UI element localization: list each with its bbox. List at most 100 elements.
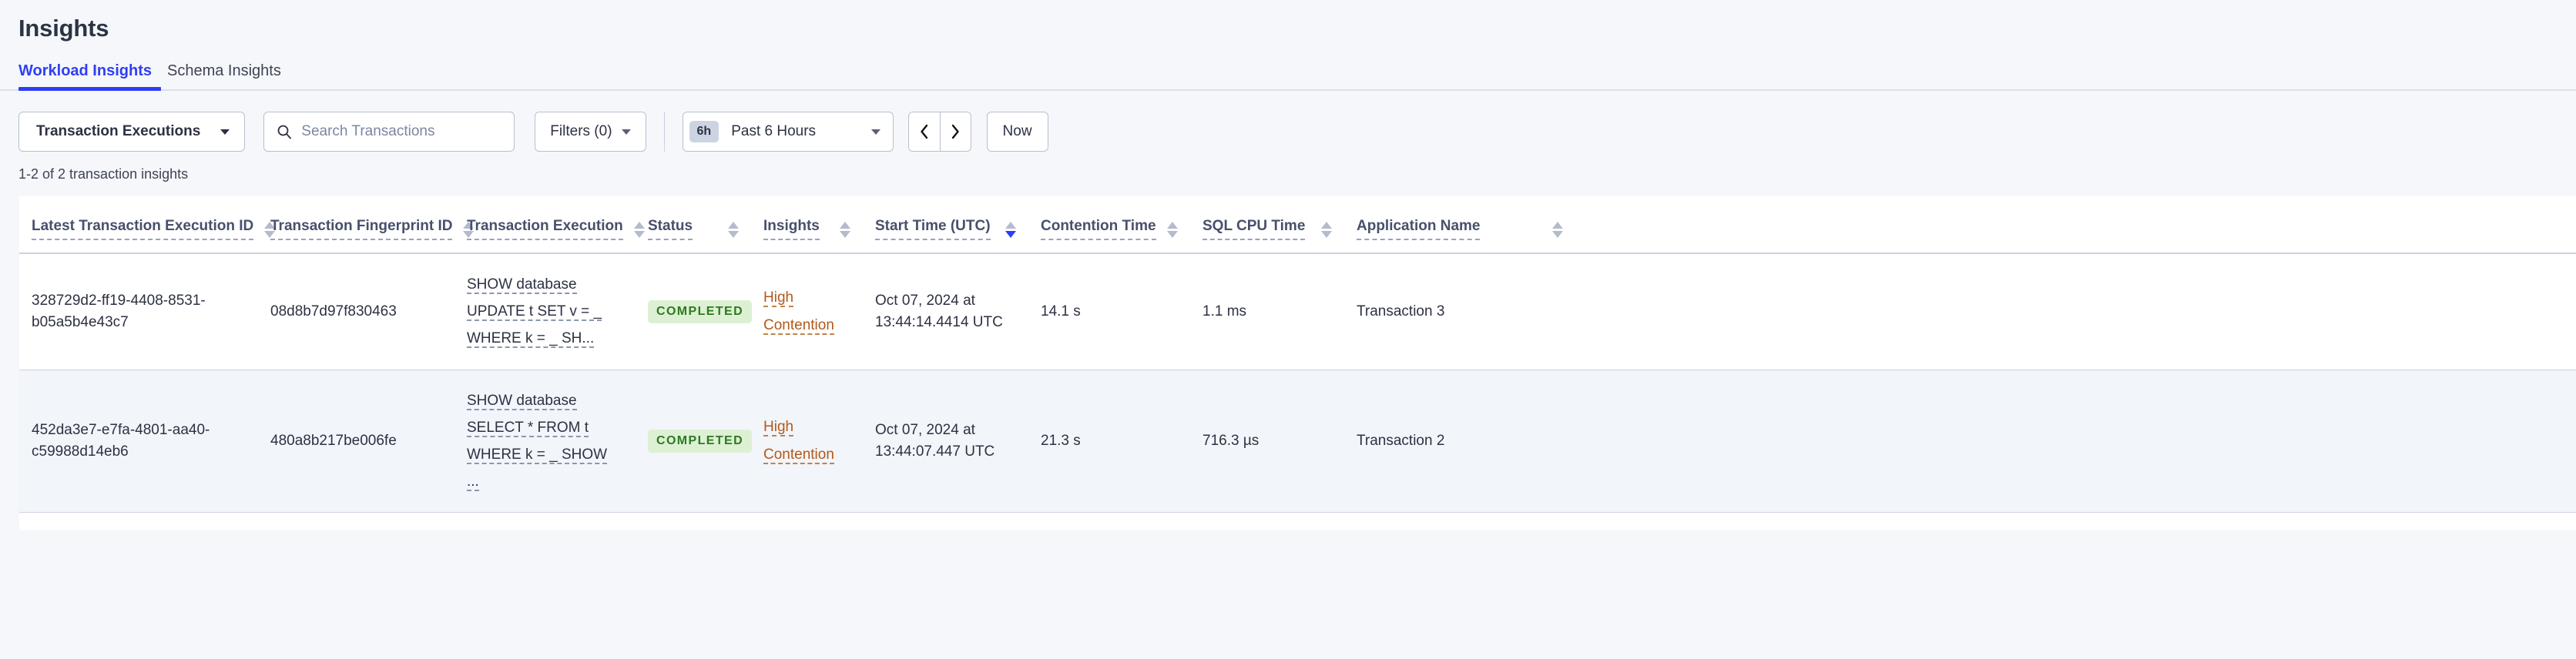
sort-toggle[interactable] [1167,222,1178,240]
column-label: SQL CPU Time [1202,218,1306,241]
chevron-left-icon [920,124,927,139]
sort-descending-icon [728,231,739,239]
tab-workload-insights[interactable]: Workload Insights [18,62,161,92]
column-header-sql-cpu-time[interactable]: SQL CPU Time [1190,196,1344,255]
sort-toggle[interactable] [463,222,475,240]
status-badge: COMPLETED [648,299,753,323]
column-label: Application Name [1357,218,1481,241]
table-header-row: Latest Transaction Execution ID Transact… [19,196,2576,255]
search-input-placeholder: Search Transactions [301,123,435,140]
sort-descending-icon [1005,231,1016,239]
sort-toggle[interactable] [728,222,739,240]
cell-contention-time: 14.1 s [1041,303,1081,320]
chevron-down-icon [870,129,880,135]
sort-descending-icon [1552,231,1563,239]
transaction-execution-link[interactable]: SHOW database UPDATE t SET v = _ WHERE k… [467,276,602,349]
page-header: Insights [0,0,2576,42]
sort-descending-icon [1167,231,1178,239]
time-range-selector[interactable]: 6h Past 6 Hours [682,112,894,152]
sort-descending-icon [840,231,850,239]
tab-divider [0,89,2576,92]
previous-period-button[interactable] [908,112,940,152]
time-range-left: 6h Past 6 Hours [689,121,817,143]
cell-transaction-execution[interactable]: SHOW database UPDATE t SET v = _ WHERE k… [454,253,636,370]
results-count: 1-2 of 2 transaction insights [18,166,189,182]
tab-bar: Workload Insights Schema Insights [0,62,2576,92]
cell-insights[interactable]: High Contention [751,253,863,370]
sort-ascending-icon [463,222,475,229]
cell-sql-cpu-time: 1.1 ms [1202,303,1247,320]
next-period-button[interactable] [939,112,971,152]
cell-insights[interactable]: High Contention [751,369,863,513]
column-header-transaction-execution[interactable]: Transaction Execution [454,196,645,255]
now-button[interactable]: Now [986,112,1048,152]
view-type-dropdown-label: Transaction Executions [36,123,201,140]
column-label: Transaction Execution [467,218,623,241]
cell-fingerprint-id: 08d8b7d97f830463 [270,303,397,320]
cell-status: COMPLETED [636,253,753,370]
sort-ascending-icon [1321,222,1332,229]
time-nav-group [907,112,971,152]
sort-descending-icon [264,231,276,239]
tab-schema-insights-label: Schema Insights [166,62,281,80]
transaction-execution-link[interactable]: SHOW database SELECT * FROM t WHERE k = … [467,392,608,492]
time-range-label: Past 6 Hours [731,123,817,140]
tab-workload-insights-label: Workload Insights [18,62,152,80]
view-type-dropdown[interactable]: Transaction Executions [18,112,246,152]
table-row[interactable]: 328729d2-ff19-4408-8531-b05a5b4e43c7 08d… [19,253,2576,370]
insight-link-label: High Contention [763,289,834,335]
column-header-insights[interactable]: Insights [751,196,863,255]
insight-link[interactable]: High Contention [763,413,848,469]
cell-start-time: Oct 07, 2024 at 13:44:14.4414 UTC [875,293,1003,330]
sort-ascending-icon [1167,222,1178,229]
filters-button[interactable]: Filters (0) [535,112,646,152]
insights-table-body: 328729d2-ff19-4408-8531-b05a5b4e43c7 08d… [19,253,2576,513]
sort-ascending-icon [1005,222,1016,229]
column-label: Start Time (UTC) [875,218,991,241]
sort-toggle[interactable] [1552,222,1563,240]
sort-descending-icon [1321,231,1332,239]
column-header-latest-transaction-execution-id[interactable]: Latest Transaction Execution ID [19,196,276,255]
column-label: Contention Time [1041,218,1156,241]
chevron-down-icon [220,129,230,135]
time-range-chip: 6h [689,121,719,143]
tab-list: Workload Insights Schema Insights [0,62,2576,92]
insight-link-label: High Contention [763,418,834,464]
column-header-status[interactable]: Status [636,196,751,255]
sort-toggle[interactable] [840,222,850,240]
column-label: Status [648,218,693,241]
filters-button-label: Filters (0) [550,123,612,140]
cell-status: COMPLETED [636,369,753,513]
column-header-spacer [1575,196,2576,255]
table-row[interactable]: 452da3e7-e7fa-4801-aa40-c59988d14eb6 480… [19,369,2576,513]
column-label: Latest Transaction Execution ID [32,218,254,241]
sort-toggle[interactable] [633,222,645,240]
column-header-application-name[interactable]: Application Name [1344,196,1575,255]
sort-ascending-icon [1552,222,1563,229]
column-header-transaction-fingerprint-id[interactable]: Transaction Fingerprint ID [258,196,475,255]
sort-ascending-icon [840,222,850,229]
insights-table: Latest Transaction Execution ID Transact… [19,196,2576,513]
cell-sql-cpu-time: 716.3 µs [1190,369,1344,513]
column-header-start-time-utc[interactable]: Start Time (UTC) [863,196,1028,255]
page-title: Insights [18,15,109,42]
chevron-down-icon [621,129,631,135]
sort-toggle[interactable] [1321,222,1332,240]
now-button-label: Now [1002,123,1032,140]
insight-link[interactable]: High Contention [763,284,848,340]
cell-application-name: Transaction 3 [1357,303,1445,320]
sort-toggle[interactable] [1005,222,1016,240]
cell-spacer [1575,369,2576,513]
cell-transaction-execution[interactable]: SHOW database SELECT * FROM t WHERE k = … [454,369,636,513]
cell-contention-time: 21.3 s [1028,369,1190,513]
sort-toggle[interactable] [264,222,276,240]
column-header-contention-time[interactable]: Contention Time [1028,196,1190,255]
sort-ascending-icon [633,222,645,229]
search-input[interactable]: Search Transactions [263,112,515,152]
tab-schema-insights[interactable]: Schema Insights [159,62,289,91]
sort-descending-icon [463,231,475,239]
toolbar: Transaction Executions Search Transactio… [0,91,2576,152]
cell-execution-id: 328729d2-ff19-4408-8531-b05a5b4e43c7 [32,293,206,330]
cell-spacer [1575,253,2576,370]
column-label: Insights [763,218,820,241]
